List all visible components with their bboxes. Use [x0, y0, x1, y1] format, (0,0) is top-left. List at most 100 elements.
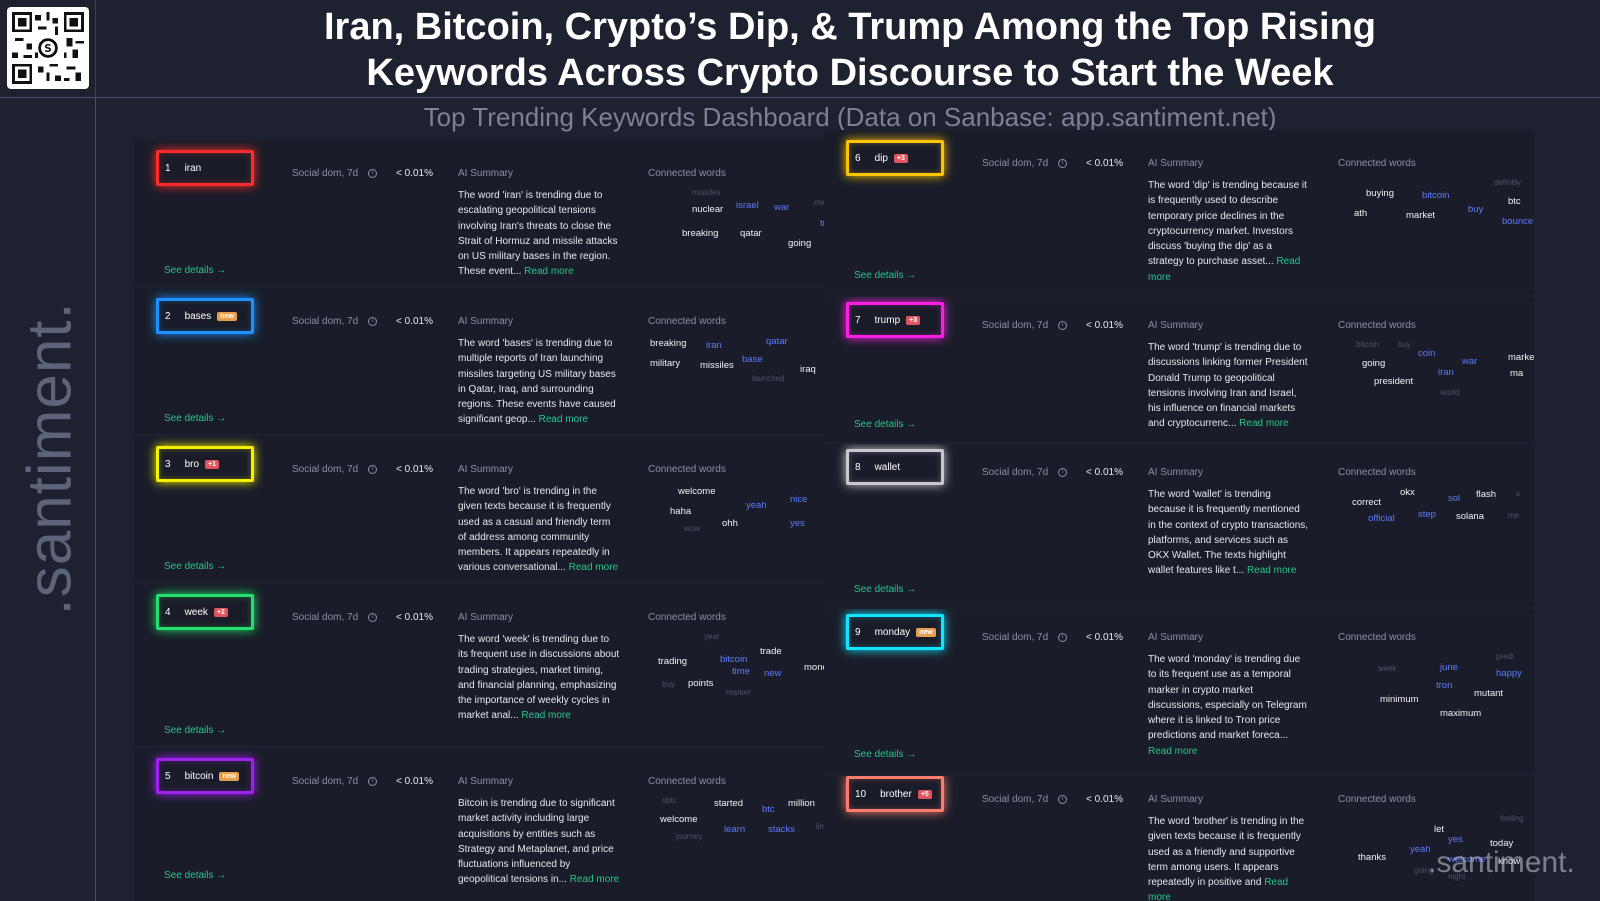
connected-word[interactable]: ma	[814, 198, 824, 207]
see-details-link[interactable]: See details →	[164, 413, 227, 424]
connected-word[interactable]: qatar	[766, 336, 788, 347]
see-details-link[interactable]: See details →	[164, 265, 227, 276]
connected-word[interactable]: started	[714, 798, 744, 809]
connected-word[interactable]: time	[732, 666, 750, 677]
connected-word[interactable]: bitcoin	[720, 654, 748, 665]
connected-word[interactable]: president	[1374, 376, 1414, 387]
connected-word[interactable]: journey	[676, 832, 703, 841]
see-details-link[interactable]: See details →	[854, 419, 917, 430]
connected-word[interactable]: predi	[1496, 652, 1514, 661]
connected-word[interactable]: trum	[820, 218, 824, 229]
connected-word[interactable]: world	[1440, 388, 1460, 397]
connected-word[interactable]: iran	[1438, 367, 1454, 378]
connected-word[interactable]: yes	[790, 518, 805, 529]
info-icon[interactable]: i	[1058, 468, 1067, 477]
connected-word[interactable]: launched	[752, 374, 785, 383]
info-icon[interactable]: i	[1058, 159, 1067, 168]
qr-code[interactable]: S	[7, 7, 89, 89]
connected-word[interactable]: breaking	[682, 228, 719, 239]
connected-word[interactable]: new	[764, 668, 782, 679]
connected-word[interactable]: going	[1362, 358, 1386, 369]
connected-word[interactable]: buy	[662, 680, 675, 689]
connected-word[interactable]: today	[1490, 838, 1514, 849]
connected-word[interactable]: definitly	[1494, 178, 1522, 187]
connected-word[interactable]: let	[1434, 824, 1445, 835]
keyword-card[interactable]: 9 monday new Social dom, 7d i < 0.01% AI…	[824, 609, 1534, 774]
keyword-chip[interactable]: 5 bitcoin new	[156, 758, 254, 794]
connected-word[interactable]: market	[1508, 352, 1534, 363]
connected-word[interactable]: know	[1498, 856, 1521, 867]
connected-word[interactable]: week	[1378, 664, 1397, 673]
connected-word[interactable]: buying	[1366, 188, 1394, 199]
keyword-card[interactable]: 5 bitcoin new Social dom, 7d i < 0.01% A…	[134, 748, 824, 901]
connected-word[interactable]: missiles	[700, 360, 734, 371]
connected-word[interactable]: bitcoin	[1356, 340, 1380, 349]
read-more-link[interactable]: Read more	[1239, 418, 1289, 430]
connected-word[interactable]: feeling	[1500, 814, 1524, 823]
connected-word[interactable]: btc	[762, 804, 775, 815]
info-icon[interactable]: i	[1058, 321, 1067, 330]
info-icon[interactable]: i	[368, 613, 377, 622]
connected-word[interactable]: mutant	[1474, 688, 1504, 699]
read-more-link[interactable]: Read more	[538, 414, 589, 426]
see-details-link[interactable]: See details →	[854, 270, 917, 281]
keyword-chip[interactable]: 4 week +2	[156, 594, 254, 630]
connected-word[interactable]: btc	[1508, 196, 1521, 207]
connected-word[interactable]: maximum	[1440, 708, 1482, 719]
connected-word[interactable]: me	[1508, 511, 1520, 520]
connected-word[interactable]: june	[1440, 662, 1458, 673]
connected-word[interactable]: iran	[706, 340, 722, 351]
connected-word[interactable]: nice	[790, 494, 808, 505]
connected-word[interactable]: welcome	[660, 814, 698, 825]
read-more-link[interactable]: Read more	[1148, 877, 1289, 901]
connected-word[interactable]: market	[1406, 210, 1436, 221]
info-icon[interactable]: i	[368, 169, 377, 178]
connected-word[interactable]: correct	[1352, 497, 1382, 508]
connected-word[interactable]: ohh	[722, 518, 738, 529]
connected-word[interactable]: coin	[1418, 348, 1436, 359]
keyword-card[interactable]: 6 dip +3 Social dom, 7d i < 0.01% AI Sum…	[824, 130, 1534, 295]
info-icon[interactable]: i	[368, 777, 377, 786]
info-icon[interactable]: i	[1058, 795, 1067, 804]
connected-word[interactable]: points	[688, 678, 714, 689]
read-more-link[interactable]: Read more	[1148, 745, 1198, 757]
connected-word[interactable]: thanks	[1358, 852, 1386, 863]
connected-word[interactable]: going	[788, 238, 812, 249]
connected-word[interactable]: iraq	[800, 364, 816, 375]
see-details-link[interactable]: See details →	[854, 584, 917, 595]
connected-word[interactable]: step	[1418, 509, 1436, 520]
keyword-chip[interactable]: 10 brother +5	[846, 776, 944, 812]
connected-word[interactable]: war	[1462, 356, 1478, 367]
connected-word[interactable]: trade	[760, 646, 782, 657]
connected-word[interactable]: night	[1448, 872, 1466, 881]
connected-word[interactable]: welcome	[1448, 854, 1486, 865]
keyword-chip[interactable]: 2 bases new	[156, 298, 254, 334]
see-details-link[interactable]: See details →	[854, 749, 917, 760]
connected-word[interactable]: money	[804, 662, 824, 673]
info-icon[interactable]: i	[1058, 633, 1067, 642]
connected-word[interactable]: stacks	[768, 824, 795, 835]
see-details-link[interactable]: See details →	[164, 561, 227, 572]
keyword-chip[interactable]: 6 dip +3	[846, 140, 944, 176]
keyword-card[interactable]: 4 week +2 Social dom, 7d i < 0.01% AI Su…	[134, 584, 824, 746]
info-icon[interactable]: i	[368, 465, 377, 474]
connected-word[interactable]: million	[788, 798, 815, 809]
keyword-chip[interactable]: 1 iran	[156, 150, 254, 186]
keyword-card[interactable]: 7 trump +3 Social dom, 7d i < 0.01% AI S…	[824, 297, 1534, 442]
connected-word[interactable]: yes	[1448, 834, 1463, 845]
connected-word[interactable]: link	[816, 822, 824, 831]
keyword-card[interactable]: 2 bases new Social dom, 7d i < 0.01% AI …	[134, 288, 824, 434]
connected-word[interactable]: year	[704, 632, 720, 641]
info-icon[interactable]: i	[368, 317, 377, 326]
keyword-chip[interactable]: 7 trump +3	[846, 302, 944, 338]
connected-word[interactable]: sbtc	[662, 796, 677, 805]
connected-word[interactable]: market	[726, 688, 751, 697]
connected-word[interactable]: flash	[1476, 489, 1497, 500]
connected-word[interactable]: minimum	[1380, 694, 1419, 705]
read-more-link[interactable]: Read more	[524, 266, 574, 278]
keyword-chip[interactable]: 9 monday new	[846, 614, 944, 650]
connected-word[interactable]: buy	[1398, 340, 1411, 349]
connected-word[interactable]: israel	[736, 200, 759, 211]
connected-word[interactable]: s	[1516, 489, 1520, 498]
connected-word[interactable]: solana	[1456, 511, 1484, 522]
